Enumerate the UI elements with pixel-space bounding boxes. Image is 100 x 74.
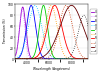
g (23, 46, 24, 47)
V (43, 5, 44, 6)
Line: R: R (15, 5, 88, 59)
U (15, 55, 16, 56)
I (43, 56, 44, 57)
Line: i: i (15, 5, 88, 59)
Line: U: U (15, 7, 88, 59)
B (28, 16, 29, 17)
B (15, 58, 16, 59)
I (71, 5, 72, 6)
Line: I: I (15, 5, 88, 59)
I (46, 54, 47, 55)
Line: z: z (15, 15, 88, 59)
z (88, 26, 89, 27)
R (54, 5, 55, 6)
r (43, 38, 44, 39)
Line: B: B (15, 5, 88, 59)
z (78, 28, 80, 29)
Line: r: r (15, 5, 88, 59)
B (23, 44, 24, 45)
Line: u: u (15, 10, 88, 59)
U (28, 47, 29, 48)
R (78, 58, 80, 59)
g (43, 34, 44, 35)
Line: g: g (15, 5, 88, 59)
i (43, 58, 44, 59)
u (22, 9, 23, 10)
V (43, 5, 44, 6)
i (86, 58, 88, 59)
U (23, 9, 24, 10)
B (43, 57, 44, 58)
Legend: U, u, B, g, V, r, R, i, I, z: U, u, B, g, V, r, R, i, I, z (90, 9, 97, 54)
g (46, 46, 47, 47)
B (30, 5, 32, 6)
R (43, 43, 44, 44)
Y-axis label: Transmission (%): Transmission (%) (3, 19, 7, 44)
r (51, 5, 52, 6)
X-axis label: Wavelength (Angstroms): Wavelength (Angstroms) (33, 67, 70, 71)
i (78, 51, 80, 52)
I (86, 37, 88, 38)
g (15, 58, 16, 59)
i (46, 58, 47, 59)
z (86, 21, 88, 22)
I (78, 15, 80, 16)
i (65, 5, 66, 6)
g (34, 5, 36, 6)
I (88, 40, 89, 41)
i (88, 58, 89, 59)
Line: V: V (15, 5, 88, 59)
u (28, 53, 29, 54)
B (46, 58, 47, 59)
z (83, 15, 84, 16)
r (46, 21, 47, 22)
